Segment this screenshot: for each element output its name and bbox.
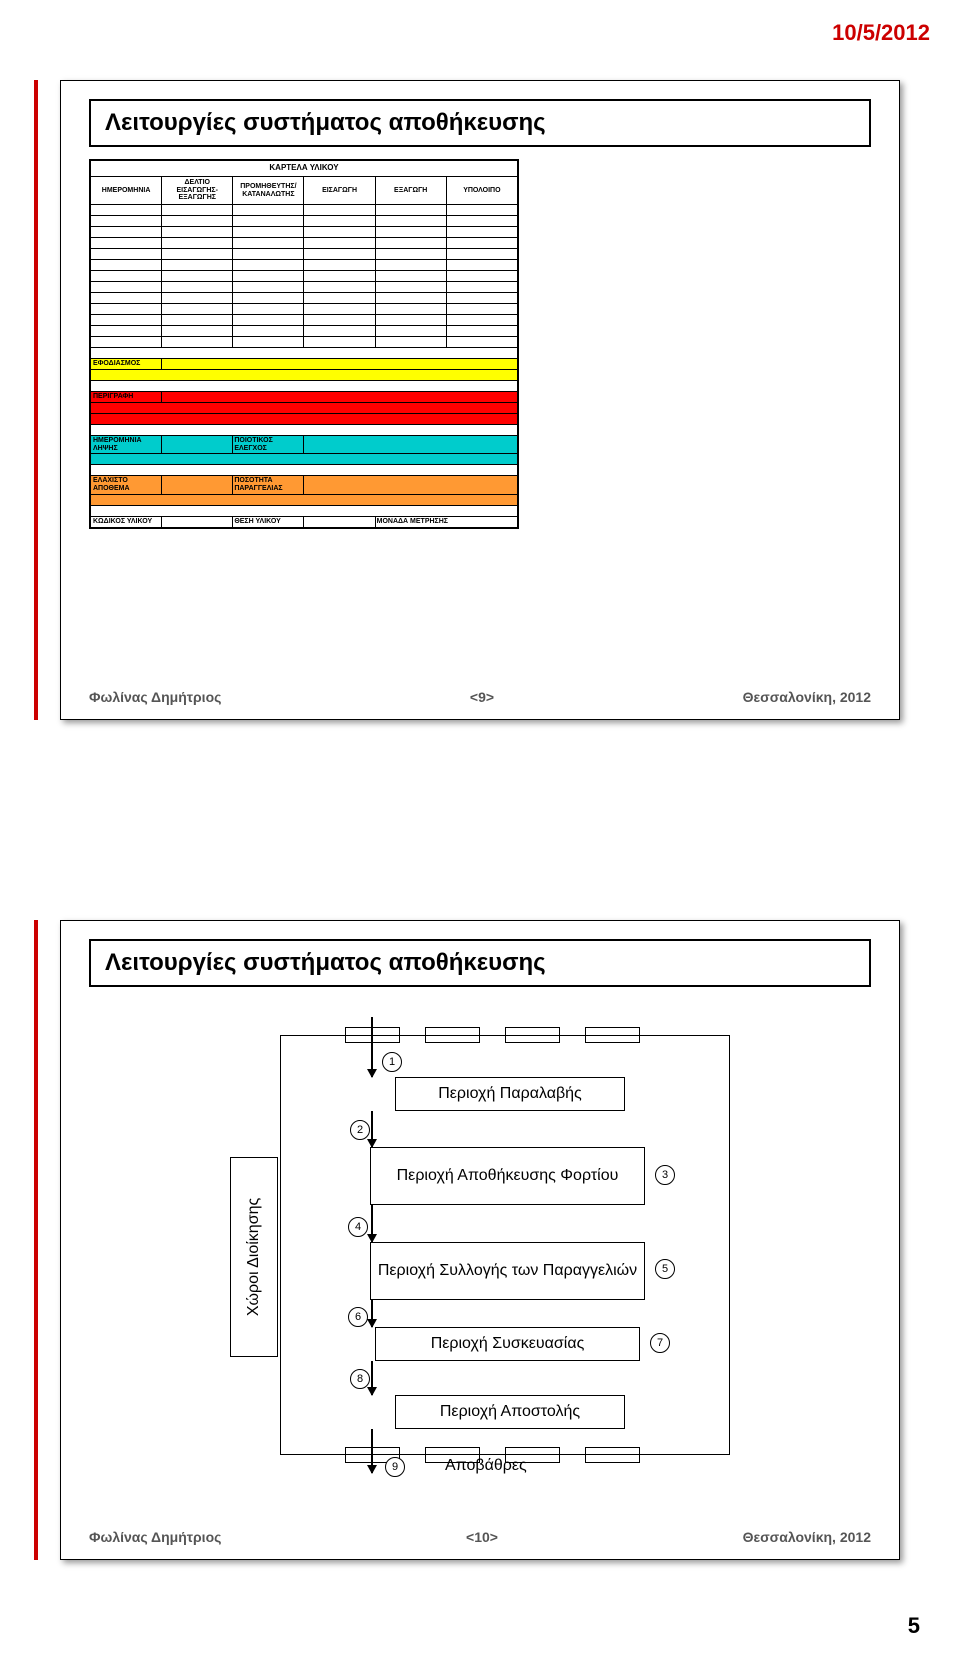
label-eforismos: ΕΦΟΔΙΑΣΜΟΣ (91, 359, 162, 370)
col-date: ΗΜΕΡΟΜΗΝΙΑ (91, 177, 162, 205)
zone-pick: Περιοχή Συλλογής των Παραγγελιών (370, 1242, 645, 1300)
label-perigrafi: ΠΕΡΙΓΡΑΦΗ (91, 392, 162, 403)
material-card-table: ΚΑΡΤΕΛΑ ΥΛΙΚΟΥ ΗΜΕΡΟΜΗΝΙΑ ΔΕΛΤΙΟ ΕΙΣΑΓΩΓ… (90, 160, 518, 528)
label-poiotikos: ΠΟΙΟΤΙΚΟΣ ΕΛΕΓΧΟΣ (233, 436, 304, 454)
footer-author: Φωλίνας Δημήτριος (89, 689, 221, 705)
footer-location: Θεσσαλονίκη, 2012 (743, 1529, 871, 1545)
arrow-head-3 (367, 1234, 377, 1243)
zone-receive: Περιοχή Παραλαβής (395, 1077, 625, 1111)
col-in: ΕΙΣΑΓΩΓΗ (304, 177, 375, 205)
slide-2-title: Λειτουργίες συστήματος αποθήκευσης (89, 939, 871, 987)
zone-ship: Περιοχή Αποστολής (395, 1395, 625, 1429)
slide-2-footer: Φωλίνας Δημήτριος <10> Θεσσαλονίκη, 2012 (89, 1529, 871, 1545)
page-number: 5 (908, 1613, 920, 1639)
admin-area: Χώροι Διοίκησης (230, 1157, 278, 1357)
num-8: 8 (350, 1369, 370, 1389)
label-kodikos: ΚΩΔΙΚΟΣ ΥΛΙΚΟΥ (91, 516, 162, 527)
num-5: 5 (655, 1259, 675, 1279)
label-monada: ΜΟΝΑΔΑ ΜΕΤΡΗΣΗΣ (375, 516, 517, 527)
slide-1-footer: Φωλίνας Δημήτριος <9> Θεσσαλονίκη, 2012 (89, 689, 871, 705)
slide-1-title: Λειτουργίες συστήματος αποθήκευσης (89, 99, 871, 147)
label-elaxisto: ΕΛΑΧΙΣΤΟ ΑΠΟΘΕΜΑ (91, 476, 162, 494)
col-balance: ΥΠΟΛΟΙΠΟ (446, 177, 517, 205)
label-imerom-lipsis: ΗΜΕΡΟΜΗΝΙΑ ΛΗΨΗΣ (91, 436, 162, 454)
slide-1: Λειτουργίες συστήματος αποθήκευσης ΚΑΡΤΕ… (60, 80, 900, 720)
footer-slide-num: <10> (466, 1529, 498, 1545)
num-4: 4 (348, 1217, 368, 1237)
arrow-head-5 (367, 1387, 377, 1396)
header-date: 10/5/2012 (832, 20, 930, 46)
accent-bar-top (34, 80, 38, 720)
num-3: 3 (655, 1165, 675, 1185)
col-supplier: ΠΡΟΜΗΘΕΥΤΗΣ/ΚΑΤΑΝΑΛΩΤΗΣ (233, 177, 304, 205)
col-doc: ΔΕΛΤΙΟ ΕΙΣΑΓΩΓΗΣ-ΕΞΑΓΩΓΗΣ (162, 177, 233, 205)
arrow-head-6 (367, 1465, 377, 1474)
col-out: ΕΞΑΓΩΓΗ (375, 177, 446, 205)
footer-location: Θεσσαλονίκη, 2012 (743, 689, 871, 705)
slide-2: Λειτουργίες συστήματος αποθήκευσης Χώροι… (60, 920, 900, 1560)
warehouse-diagram: Χώροι Διοίκησης Περιοχή Παραλαβής Περιοχ… (190, 1007, 770, 1487)
num-6: 6 (348, 1307, 368, 1327)
footer-slide-num: <9> (470, 689, 494, 705)
arrow-head-2 (367, 1139, 377, 1148)
zone-pack: Περιοχή Συσκευασίας (375, 1327, 640, 1361)
label-posotita: ΠΟΣΟΤΗΤΑ ΠΑΡΑΓΓΕΛΙΑΣ (233, 476, 304, 494)
footer-author: Φωλίνας Δημήτριος (89, 1529, 221, 1545)
num-2: 2 (350, 1120, 370, 1140)
card-title: ΚΑΡΤΕΛΑ ΥΛΙΚΟΥ (91, 161, 518, 177)
num-9: 9 (385, 1457, 405, 1477)
label-thesi: ΘΕΣΗ ΥΛΙΚΟΥ (233, 516, 304, 527)
arrow-head-4 (367, 1319, 377, 1328)
num-1: 1 (382, 1052, 402, 1072)
num-7: 7 (650, 1333, 670, 1353)
accent-bar-bottom (34, 920, 38, 1560)
docks-label: Αποβάθρες (445, 1457, 527, 1475)
admin-label: Χώροι Διοίκησης (245, 1198, 263, 1316)
flow-arrow (371, 1017, 373, 1077)
zone-store: Περιοχή Αποθήκευσης Φορτίου (370, 1147, 645, 1205)
material-card: ΚΑΡΤΕΛΑ ΥΛΙΚΟΥ ΗΜΕΡΟΜΗΝΙΑ ΔΕΛΤΙΟ ΕΙΣΑΓΩΓ… (89, 159, 519, 529)
arrow-head-1 (367, 1069, 377, 1078)
